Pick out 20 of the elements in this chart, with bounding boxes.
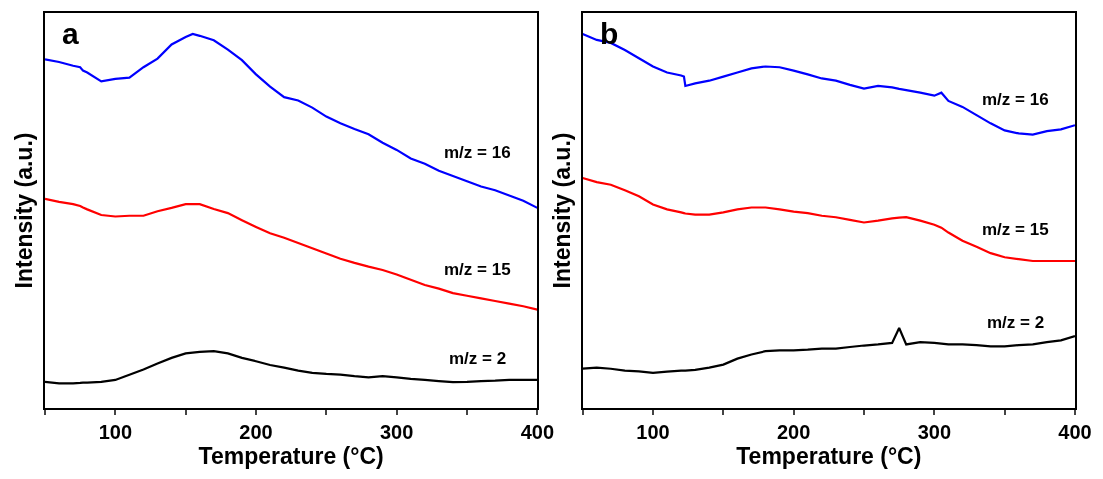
series-label: m/z = 16 [982, 90, 1049, 109]
x-axis-title: Temperature (°C) [736, 443, 922, 469]
series-label: m/z = 15 [444, 260, 511, 279]
x-tick-label: 100 [98, 421, 133, 443]
y-axis-title: Intensity (a.u.) [548, 132, 575, 289]
series-label: m/z = 2 [987, 313, 1045, 332]
x-tick-label: 300 [917, 421, 952, 443]
y-axis-title: Intensity (a.u.) [10, 132, 37, 289]
chart-title: b [600, 17, 619, 50]
series-label: m/z = 15 [982, 220, 1049, 239]
x-tick-label: 100 [636, 421, 670, 443]
x-tick-label: 300 [379, 421, 414, 443]
chart-title: a [62, 17, 79, 50]
x-tick-label: 200 [776, 421, 811, 443]
x-tick-label: 400 [1058, 421, 1092, 443]
series-label: m/z = 2 [449, 349, 507, 368]
series-label: m/z = 16 [444, 143, 511, 162]
x-tick-label: 200 [239, 421, 273, 443]
x-tick-label: 400 [520, 421, 555, 443]
x-axis-title: Temperature (°C) [198, 443, 384, 469]
